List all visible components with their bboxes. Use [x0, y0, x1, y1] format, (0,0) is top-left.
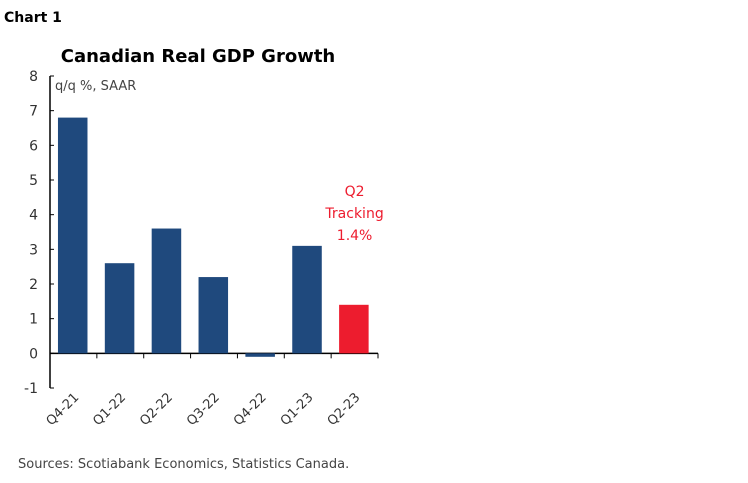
y-tick-label: 7: [29, 104, 38, 120]
tracking-annotation: Tracking: [324, 206, 383, 222]
bar-Q4-21: [57, 117, 88, 354]
bar-Q4-22: [245, 353, 275, 357]
y-tick-label: 8: [29, 69, 38, 85]
y-tick-label: 3: [29, 242, 38, 258]
y-tick-label: 6: [29, 138, 38, 154]
unit-label: q/q %, SAAR: [55, 79, 136, 94]
x-tick-label: Q3-22: [184, 390, 223, 429]
bar-Q2-22: [151, 228, 182, 354]
x-tick-label: Q1-23: [278, 390, 317, 429]
y-tick-label: 4: [29, 208, 38, 224]
bar-Q1-22: [104, 263, 135, 354]
y-tick-label: 5: [29, 173, 38, 189]
chart-title: Canadian Real GDP Growth: [61, 46, 336, 67]
chart-label: Chart 1: [4, 10, 62, 26]
x-tick-label: Q4-21: [44, 390, 83, 429]
x-tick-label: Q4-22: [231, 390, 270, 429]
tracking-annotation: Q2: [345, 184, 365, 200]
y-tick-label: 2: [29, 277, 38, 293]
bar-Q3-22: [198, 277, 229, 354]
tracking-annotation: 1.4%: [337, 228, 373, 244]
bar-Q2-23: [339, 304, 369, 354]
source-note: Sources: Scotiabank Economics, Statistic…: [18, 457, 349, 472]
y-tick-label: 0: [29, 346, 38, 362]
y-tick-label: -1: [24, 381, 38, 397]
x-tick-label: Q2-23: [325, 390, 364, 429]
bar-Q1-23: [292, 245, 322, 354]
y-tick-label: 1: [29, 312, 38, 328]
x-tick-label: Q2-22: [137, 390, 176, 429]
x-tick-label: Q1-22: [90, 390, 129, 429]
